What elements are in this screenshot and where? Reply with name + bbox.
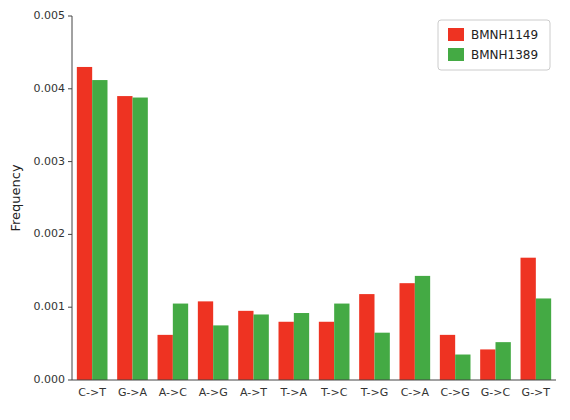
y-tick: [68, 161, 72, 162]
bar: [198, 301, 213, 380]
y-tick: [68, 88, 72, 89]
bar: [400, 283, 415, 380]
bar: [133, 98, 148, 380]
bar: [496, 342, 511, 380]
y-tick-label: 0.004: [34, 82, 66, 95]
legend: BMNH1149 BMNH1389: [438, 20, 550, 70]
y-tick-label: 0.002: [34, 227, 66, 240]
x-tick-label: A->G: [199, 386, 228, 399]
x-tick-label: G->A: [118, 386, 148, 399]
bar: [334, 304, 349, 380]
bar: [536, 298, 551, 380]
x-tick-label: A->T: [240, 386, 267, 399]
bar: [158, 335, 173, 380]
legend-swatch: [448, 28, 464, 41]
x-tick-label: A->C: [159, 386, 187, 399]
y-axis-line: [72, 16, 73, 380]
x-tick-label: T->A: [280, 386, 308, 399]
bar: [92, 80, 107, 380]
chart-container: 0.000 0.001 0.002 0.003 0.004 0.005 C->T G->A A-…: [0, 0, 570, 420]
y-tick-label: 0.000: [34, 373, 66, 386]
bar: [213, 325, 228, 380]
x-tick-label: G->C: [481, 386, 511, 399]
bar: [77, 67, 92, 380]
y-tick: [68, 16, 72, 17]
x-tick-label: C->G: [440, 386, 469, 399]
bar: [359, 294, 374, 380]
y-tick-label: 0.005: [34, 9, 66, 22]
bar: [254, 314, 269, 380]
bar: [319, 322, 334, 380]
y-tick-label: 0.001: [34, 300, 66, 313]
legend-label: BMNH1149: [471, 28, 538, 42]
x-tick-label: C->A: [401, 386, 430, 399]
legend-swatch: [448, 48, 464, 61]
y-tick: [68, 234, 72, 235]
y-tick: [68, 307, 72, 308]
x-tick-label: C->T: [78, 386, 106, 399]
bar: [440, 335, 455, 380]
y-axis-label: Frequency: [8, 164, 23, 231]
x-tick-label: T->G: [360, 386, 388, 399]
bar: [117, 96, 132, 380]
bar: [415, 276, 430, 380]
chart-svg: 0.000 0.001 0.002 0.003 0.004 0.005 C->T G->A A-…: [0, 0, 570, 420]
x-tick-label: T->C: [320, 386, 348, 399]
bar: [279, 322, 294, 380]
y-tick-label: 0.003: [34, 155, 66, 168]
y-tick: [68, 380, 72, 381]
bar: [238, 311, 253, 380]
legend-label: BMNH1389: [471, 48, 538, 62]
bar: [294, 313, 309, 380]
legend-box: [438, 20, 550, 70]
x-tick-label: G->T: [522, 386, 551, 399]
x-axis-line: [72, 380, 556, 381]
bar: [375, 333, 390, 380]
bars: [77, 67, 551, 380]
bar: [455, 355, 470, 380]
bar: [173, 304, 188, 380]
bar: [521, 258, 536, 380]
bar: [480, 349, 495, 380]
